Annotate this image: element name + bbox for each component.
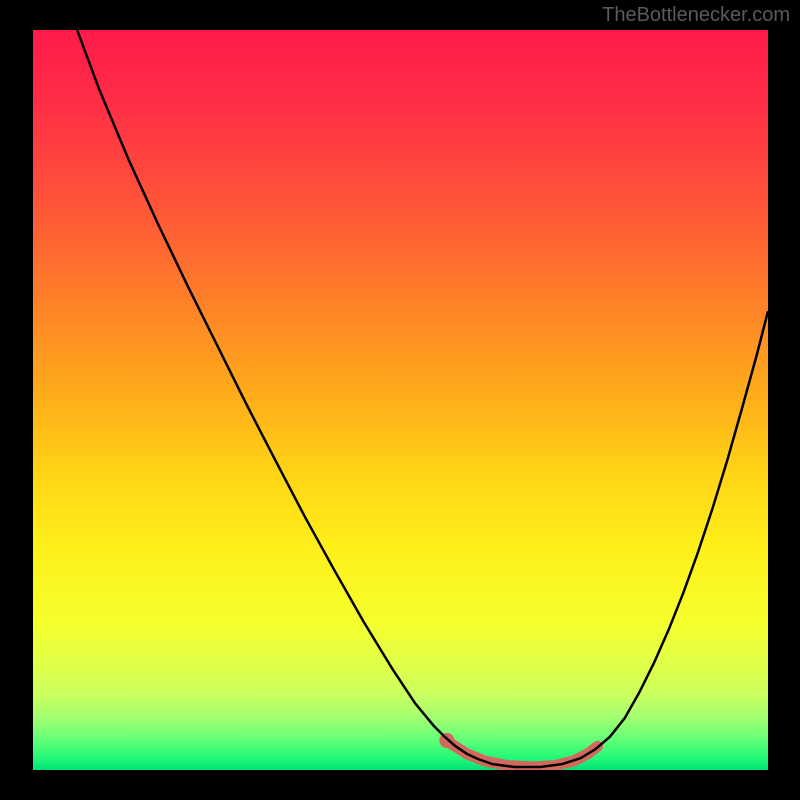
plot-area xyxy=(33,30,768,770)
curve-layer xyxy=(33,30,768,770)
main-curve xyxy=(77,30,768,767)
watermark-text: TheBottlenecker.com xyxy=(602,4,790,27)
chart-container: TheBottlenecker.com xyxy=(0,0,800,800)
